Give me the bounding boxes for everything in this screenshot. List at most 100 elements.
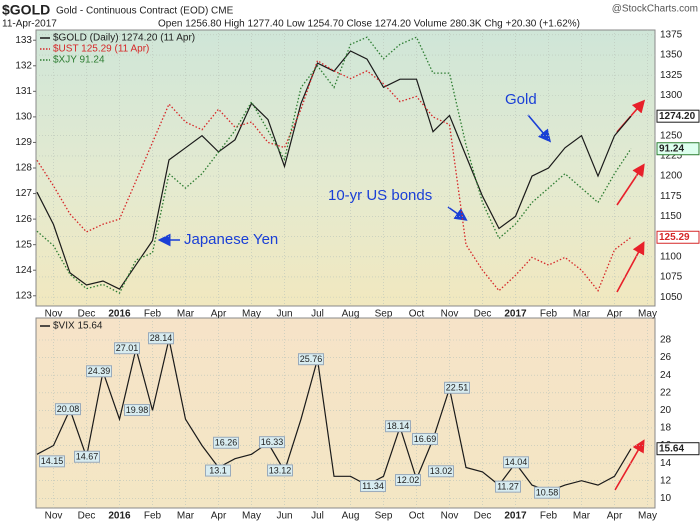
annotation-box	[395, 474, 421, 487]
annotation-box	[444, 381, 470, 394]
x-tick-label: Oct	[409, 309, 425, 320]
annotation-label: 20.08	[57, 404, 80, 414]
annotation-box	[39, 455, 65, 468]
last-value-label: 15.64	[659, 443, 684, 454]
x-tick-label: Apr	[211, 511, 227, 522]
x-tick-label: Apr	[211, 309, 227, 320]
x-tick-label: Jun	[276, 309, 292, 320]
y-tick-label: 1325	[660, 70, 683, 81]
annotation-box	[55, 403, 81, 416]
x-tick-label: May	[638, 309, 657, 320]
x-tick-label: May	[242, 511, 261, 522]
x-tick-label: Jul	[311, 309, 324, 320]
x-tick-label: Dec	[78, 511, 96, 522]
red-arrow	[616, 163, 645, 206]
annotation: 10-yr US bonds	[328, 187, 432, 204]
y2-tick-label: 123	[15, 290, 32, 301]
y-tick-label: 1100	[660, 251, 682, 262]
x-tick-label: Feb	[144, 511, 162, 522]
symbol: $GOLD	[2, 2, 50, 18]
annotation-label: 16.69	[414, 434, 437, 444]
annotation-label: 11.27	[497, 482, 519, 492]
x-tick-label: Mar	[177, 309, 195, 320]
x-tick-label: Oct	[409, 511, 425, 522]
x-tick-label: Apr	[607, 511, 623, 522]
annotation-box	[412, 432, 438, 445]
y2-tick-label: 125	[15, 239, 32, 250]
y-tick-label: 1375	[660, 29, 683, 40]
y-tick-label: 28	[660, 335, 672, 346]
x-tick-label: Mar	[177, 511, 195, 522]
annotation-label: 12.02	[397, 475, 420, 485]
annotation-label: 24.39	[88, 366, 111, 376]
x-tick-label: Feb	[144, 309, 162, 320]
x-tick-label: 2016	[108, 511, 131, 522]
annotation-box	[74, 450, 100, 463]
annotation-label: 27.01	[116, 343, 139, 353]
x-tick-label: Sep	[375, 511, 393, 522]
y2-tick-label: 133	[15, 35, 32, 46]
last-value-label: 1274.20	[659, 111, 696, 122]
annotation-box	[259, 436, 285, 449]
legend-label: $VIX 15.64	[53, 321, 103, 332]
x-tick-label: May	[242, 309, 261, 320]
red-arrow	[614, 439, 645, 491]
annotation-box	[360, 480, 386, 493]
annotation-box	[495, 480, 521, 493]
annotation-label: 14.04	[505, 457, 528, 467]
y-tick-label: 1200	[660, 171, 683, 182]
annotation-label: 22.51	[446, 383, 469, 393]
x-tick-label: Dec	[474, 511, 492, 522]
annotation-box	[298, 353, 324, 366]
annotation-label: 16.26	[215, 438, 238, 448]
blue-arrow	[447, 206, 468, 221]
y-tick-label: 1150	[660, 211, 682, 222]
annotation-label: 13.1	[209, 465, 227, 475]
annotation-label: 14.67	[76, 452, 99, 462]
last-value-box	[656, 230, 700, 244]
x-tick-label: Sep	[375, 309, 393, 320]
x-tick-label: Jul	[311, 511, 324, 522]
y-tick-label: 1300	[660, 90, 683, 101]
y-tick-label: 1075	[660, 272, 683, 283]
annotation-box	[148, 332, 174, 345]
x-tick-label: Jun	[276, 511, 292, 522]
y2-tick-label: 127	[15, 188, 32, 199]
last-value-label: 125.29	[659, 232, 690, 243]
annotation-label: 14.15	[41, 456, 64, 466]
y-tick-label: 12	[660, 475, 672, 486]
x-tick-label: Nov	[45, 309, 63, 320]
red-arrow	[616, 241, 645, 293]
x-tick-label: Nov	[441, 309, 459, 320]
annotation: Gold	[505, 91, 537, 108]
legend-label: $GOLD (Daily) 1274.20 (11 Apr)	[53, 33, 195, 44]
y2-tick-label: 131	[15, 86, 32, 97]
x-tick-label: Nov	[45, 511, 63, 522]
annotation-box	[534, 486, 560, 499]
y-tick-label: 1250	[660, 130, 683, 141]
series-line	[36, 36, 632, 294]
y2-tick-label: 126	[15, 214, 32, 225]
legend-label: $UST 125.29 (11 Apr)	[53, 44, 149, 55]
y-tick-label: 20	[660, 405, 672, 416]
header-title: Gold - Continuous Contract (EOD) CME	[56, 6, 234, 17]
annotation-box	[213, 436, 239, 449]
date: 11-Apr-2017	[2, 19, 57, 30]
x-tick-label: Mar	[573, 309, 591, 320]
y2-tick-label: 124	[15, 265, 32, 276]
x-tick-label: Apr	[607, 309, 623, 320]
y2-tick-label: 132	[15, 60, 32, 71]
y-tick-label: 18	[660, 423, 672, 434]
annotation-label: 11.34	[362, 481, 384, 491]
x-tick-label: Dec	[474, 309, 492, 320]
annotation-box	[205, 464, 231, 477]
y-tick-label: 10	[660, 493, 672, 504]
last-value-label: 91.24	[659, 143, 684, 154]
annotation-box	[385, 420, 411, 433]
x-tick-label: Aug	[342, 309, 360, 320]
source: @StockCharts.com	[612, 4, 698, 15]
y-tick-label: 1175	[660, 191, 682, 202]
annotation-box	[86, 365, 112, 378]
annotation-label: 13.02	[430, 466, 453, 476]
